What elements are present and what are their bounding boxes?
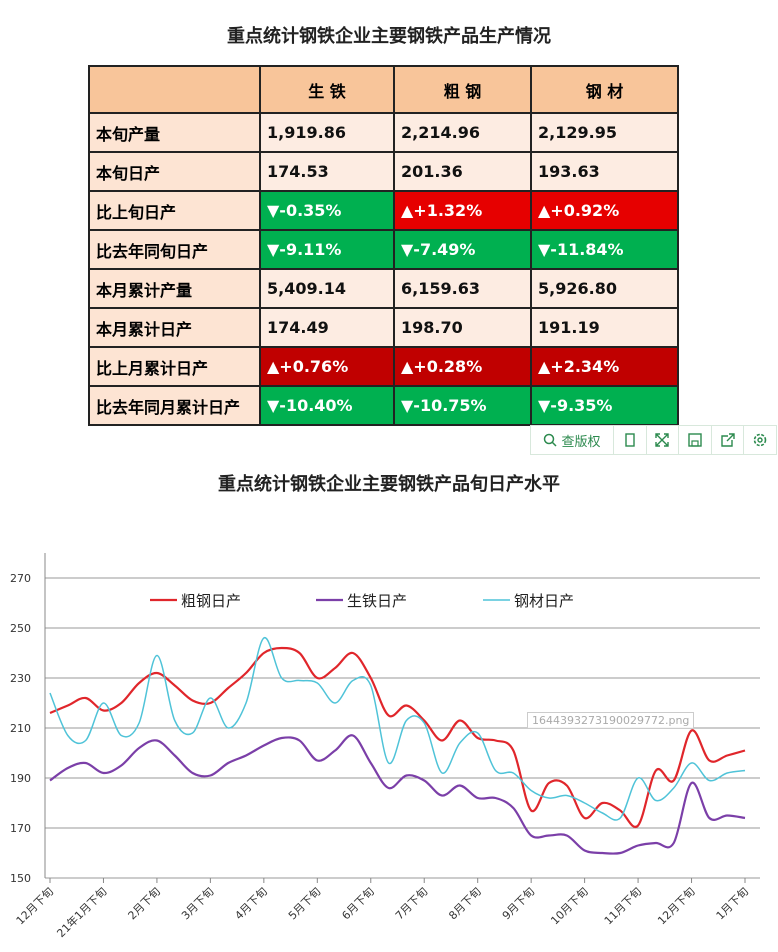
table-cell: 174.53 xyxy=(259,151,395,192)
table-cell: 1,919.86 xyxy=(259,112,395,153)
settings-icon xyxy=(753,433,767,447)
x-tick-label: 4月下旬 xyxy=(232,885,269,922)
row-label: 本月累计产量 xyxy=(88,268,261,309)
x-tick-label: 9月下旬 xyxy=(500,885,537,922)
table-cell: ▼-9.11% xyxy=(259,229,395,270)
save-button[interactable] xyxy=(679,426,712,454)
table-cell: 2,129.95 xyxy=(530,112,679,153)
table-cell: ▼-0.35% xyxy=(259,190,395,231)
expand-icon xyxy=(655,433,670,447)
x-tick-label: 12月下旬 xyxy=(655,885,697,927)
data-line xyxy=(49,734,746,855)
table-row: 比去年同旬日产 ▼-9.11% ▼-7.49% ▼-11.84% xyxy=(88,229,679,270)
row-label: 比上旬日产 xyxy=(88,190,261,231)
share-button[interactable] xyxy=(712,426,745,454)
table-cell: 2,214.96 xyxy=(393,112,532,153)
table-cell: ▼-10.40% xyxy=(259,385,395,426)
table-cell: 5,409.14 xyxy=(259,268,395,309)
y-tick-label: 250 xyxy=(10,622,31,635)
table-row: 比去年同月累计日产 ▼-10.40% ▼-10.75% ▼-9.35% xyxy=(88,385,679,426)
x-tick-label: 7月下旬 xyxy=(393,885,430,922)
table-row: 比上月累计日产 ▲+0.76% ▲+0.28% ▲+2.34% xyxy=(88,346,679,387)
y-tick-label: 170 xyxy=(10,822,31,835)
x-tick-label: 3月下旬 xyxy=(179,885,216,922)
table-cell: ▲+0.92% xyxy=(530,190,679,231)
row-label: 本月累计日产 xyxy=(88,307,261,348)
column-header: 钢 材 xyxy=(530,65,679,114)
table-cell: ▲+0.76% xyxy=(259,346,395,387)
table-cell: ▲+2.34% xyxy=(530,346,679,387)
legend-label: 钢材日产 xyxy=(514,592,574,610)
save-icon xyxy=(688,433,702,447)
x-tick-label: 8月下旬 xyxy=(446,885,483,922)
copyright-label: 查版权 xyxy=(561,434,601,450)
table-row: 本月累计日产 174.49 198.70 191.19 xyxy=(88,307,679,348)
row-label: 本旬日产 xyxy=(88,151,261,192)
x-tick-label: 12月下旬 xyxy=(14,885,56,927)
table-row: 本旬日产 174.53 201.36 193.63 xyxy=(88,151,679,192)
table-cell: 6,159.63 xyxy=(393,268,532,309)
header-row: 生 铁粗 钢钢 材 xyxy=(88,65,679,114)
x-tick-label: 2月下旬 xyxy=(126,885,163,922)
copyright-button[interactable]: 查版权 xyxy=(531,426,614,454)
table-cell: 201.36 xyxy=(393,151,532,192)
y-tick-label: 230 xyxy=(10,672,31,685)
x-tick-label: 21年1月下旬 xyxy=(54,884,110,940)
table-cell: 5,926.80 xyxy=(530,268,679,309)
data-line xyxy=(49,646,746,829)
column-header: 粗 钢 xyxy=(393,65,532,114)
table-cell: ▼-10.75% xyxy=(393,385,532,426)
row-label: 本旬产量 xyxy=(88,112,261,153)
table-cell: ▼-7.49% xyxy=(393,229,532,270)
row-label: 比去年同旬日产 xyxy=(88,229,261,270)
settings-button[interactable] xyxy=(744,426,776,454)
copy-icon xyxy=(625,433,635,447)
chart-title: 重点统计钢铁企业主要钢铁产品旬日产水平 xyxy=(218,473,560,495)
table-cell: ▲+0.28% xyxy=(393,346,532,387)
data-table: 生 铁粗 钢钢 材 本旬产量 1,919.86 2,214.96 2,129.95 本旬… xyxy=(88,65,679,426)
table-title: 重点统计钢铁企业主要钢铁产品生产情况 xyxy=(227,26,551,47)
x-tick-label: 1月下旬 xyxy=(714,885,751,922)
table-cell: 198.70 xyxy=(393,307,532,348)
table-cell: 193.63 xyxy=(530,151,679,192)
column-header: 生 铁 xyxy=(259,65,395,114)
copy-button[interactable] xyxy=(614,426,647,454)
table-cell: ▼-11.84% xyxy=(530,229,679,270)
y-tick-label: 270 xyxy=(10,572,31,585)
row-label: 比去年同月累计日产 xyxy=(88,385,261,426)
table-cell: 191.19 xyxy=(530,307,679,348)
row-label: 比上月累计日产 xyxy=(88,346,261,387)
y-tick-label: 150 xyxy=(10,872,31,885)
table-cell: ▼-9.35% xyxy=(530,385,679,426)
y-tick-label: 190 xyxy=(10,772,31,785)
image-filename: 1644393273190029772.png xyxy=(527,712,695,729)
legend-label: 粗钢日产 xyxy=(181,592,241,610)
data-line xyxy=(49,637,746,821)
table-row: 本月累计产量 5,409.14 6,159.63 5,926.80 xyxy=(88,268,679,309)
x-tick-label: 10月下旬 xyxy=(548,885,590,927)
corner-cell xyxy=(88,65,261,114)
x-tick-label: 5月下旬 xyxy=(286,885,323,922)
table-cell: 174.49 xyxy=(259,307,395,348)
search-icon xyxy=(544,433,557,447)
x-tick-label: 11月下旬 xyxy=(602,885,644,927)
share-icon xyxy=(720,433,735,447)
table-row: 本旬产量 1,919.86 2,214.96 2,129.95 xyxy=(88,112,679,153)
y-tick-label: 210 xyxy=(10,722,31,735)
x-tick-label: 6月下旬 xyxy=(339,885,376,922)
table-cell: ▲+1.32% xyxy=(393,190,532,231)
toolbar: 查版权 xyxy=(530,425,777,455)
expand-button[interactable] xyxy=(647,426,680,454)
legend-label: 生铁日产 xyxy=(347,592,407,610)
table-row: 比上旬日产 ▼-0.35% ▲+1.32% ▲+0.92% xyxy=(88,190,679,231)
